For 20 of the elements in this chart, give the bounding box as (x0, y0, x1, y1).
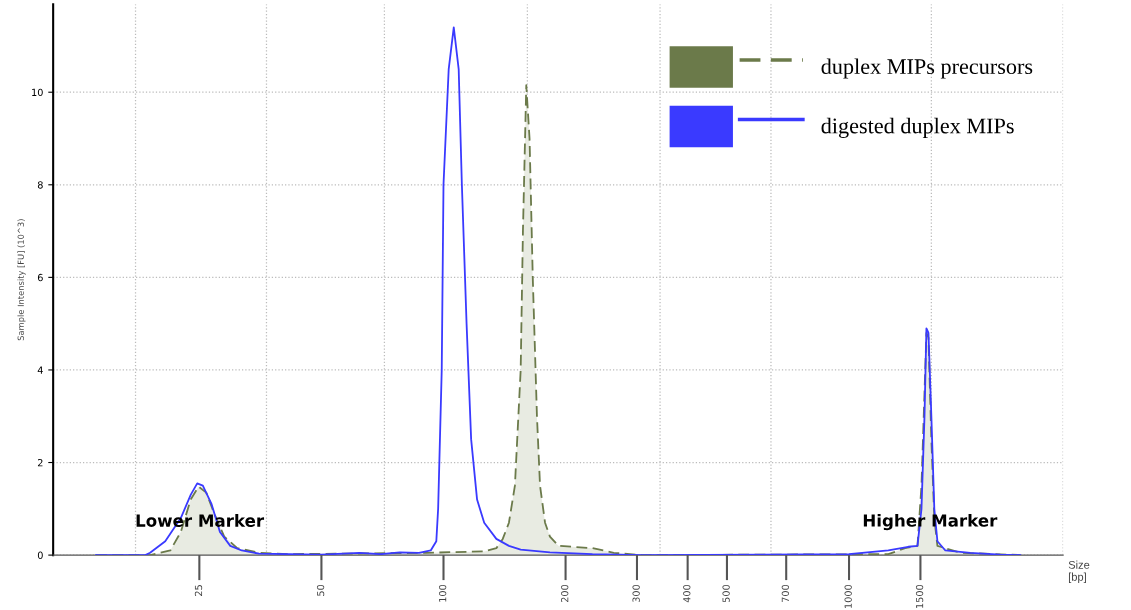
x-axis-title: Size [bp] (1068, 560, 1090, 583)
x-tick-label: 400 (683, 584, 691, 603)
y-tick-label: 4 (37, 366, 43, 374)
y-tick-label: 8 (37, 181, 43, 189)
y-tick-label: 10 (32, 88, 43, 97)
x-tick-label: 700 (781, 584, 790, 603)
x-tick-label: 200 (561, 584, 569, 603)
y-tick-label: 2 (37, 459, 43, 467)
x-tick-label: 100 (438, 584, 447, 602)
y-tick-label: 0 (37, 551, 43, 559)
x-tick-label: 1500 (915, 584, 924, 608)
x-tick-label: 300 (632, 584, 640, 603)
legend-label: duplex MIPs precursors (821, 58, 1033, 79)
x-tick-label: 500 (722, 584, 730, 603)
x-tick-label: 25 (194, 585, 203, 596)
y-axis-title: Sample Intensity [FU] (10^3) (17, 219, 26, 341)
y-tick-label: 6 (37, 273, 43, 282)
x-tick-label: 1000 (844, 584, 852, 608)
legend-label: digested duplex MIPs (821, 117, 1014, 138)
x-tick-label: 50 (316, 584, 325, 596)
